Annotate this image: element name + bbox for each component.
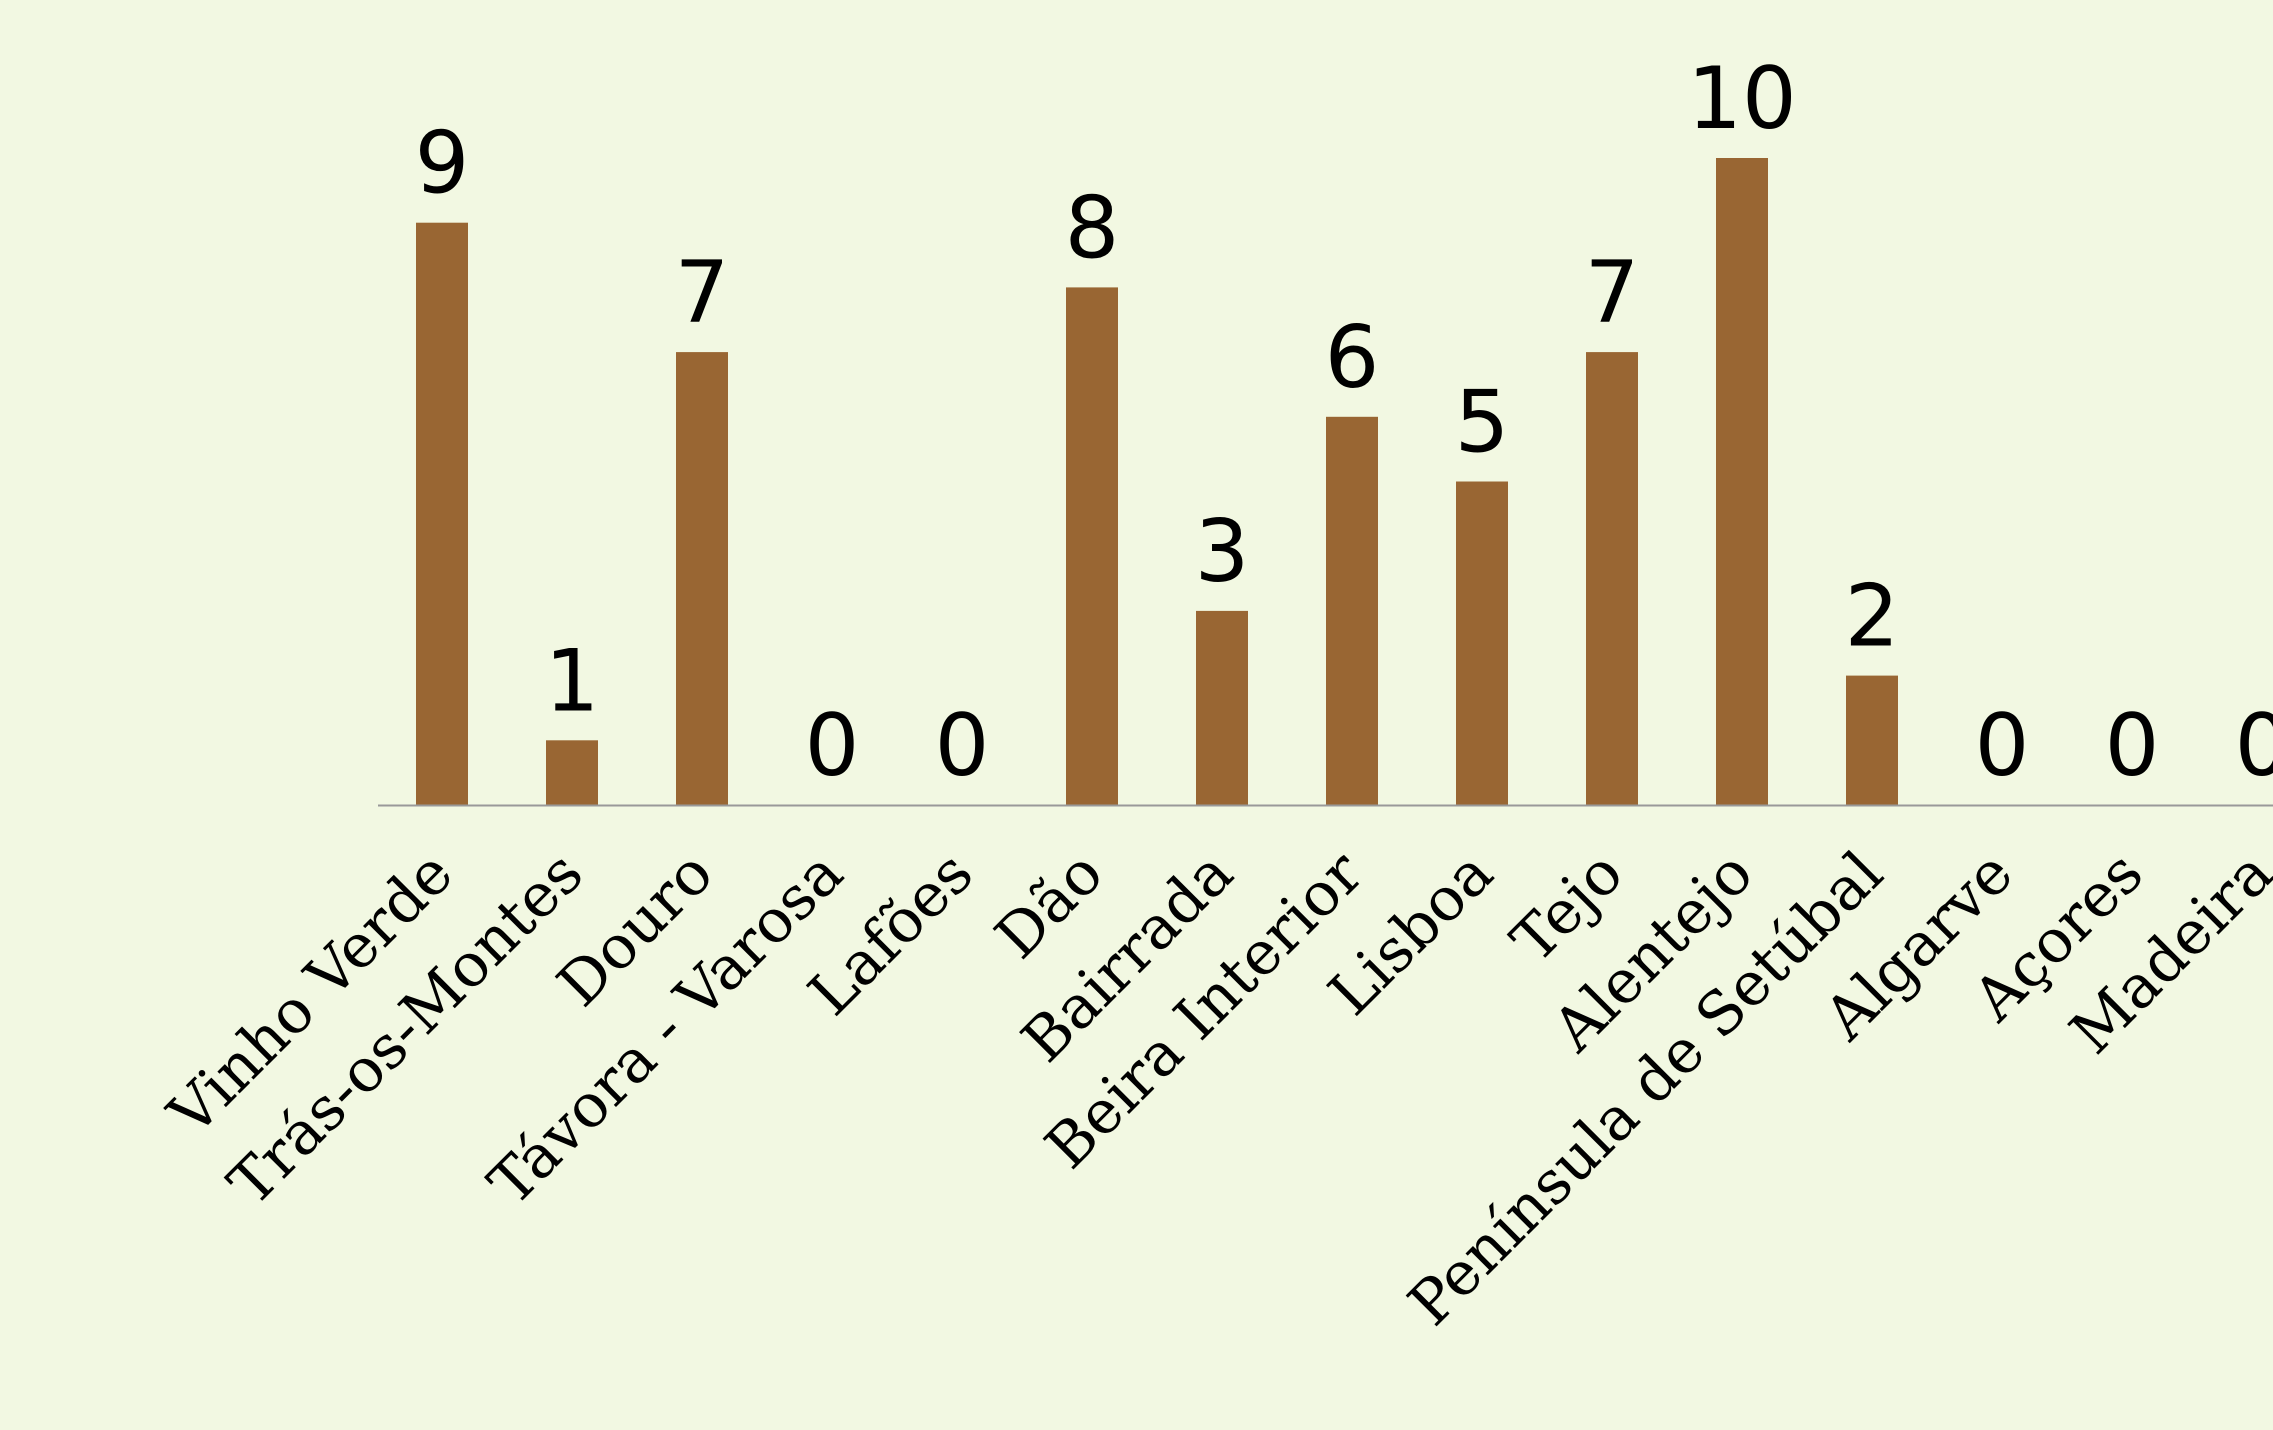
data-label: 0 xyxy=(935,696,990,796)
bar xyxy=(1716,158,1768,805)
data-label: 0 xyxy=(2105,696,2160,796)
data-label: 0 xyxy=(2235,696,2273,796)
data-label: 0 xyxy=(1975,696,2030,796)
bar xyxy=(1066,287,1118,805)
data-label: 1 xyxy=(545,631,600,731)
bar xyxy=(546,740,598,805)
data-label: 3 xyxy=(1195,502,1250,602)
data-label: 7 xyxy=(675,243,730,343)
data-label: 5 xyxy=(1455,373,1510,473)
data-label: 10 xyxy=(1687,49,1796,149)
data-label: 0 xyxy=(805,696,860,796)
data-label: 8 xyxy=(1065,178,1120,278)
bar xyxy=(676,352,728,805)
data-label: 2 xyxy=(1845,567,1900,667)
data-label: 6 xyxy=(1325,308,1380,408)
bar xyxy=(1846,675,1898,805)
bar xyxy=(416,222,468,805)
bar xyxy=(1456,481,1508,805)
bar xyxy=(1196,610,1248,805)
bars-layer xyxy=(416,158,1898,805)
data-label: 7 xyxy=(1585,243,1640,343)
bar xyxy=(1586,352,1638,805)
bar xyxy=(1326,416,1378,805)
data-label: 9 xyxy=(415,114,470,214)
